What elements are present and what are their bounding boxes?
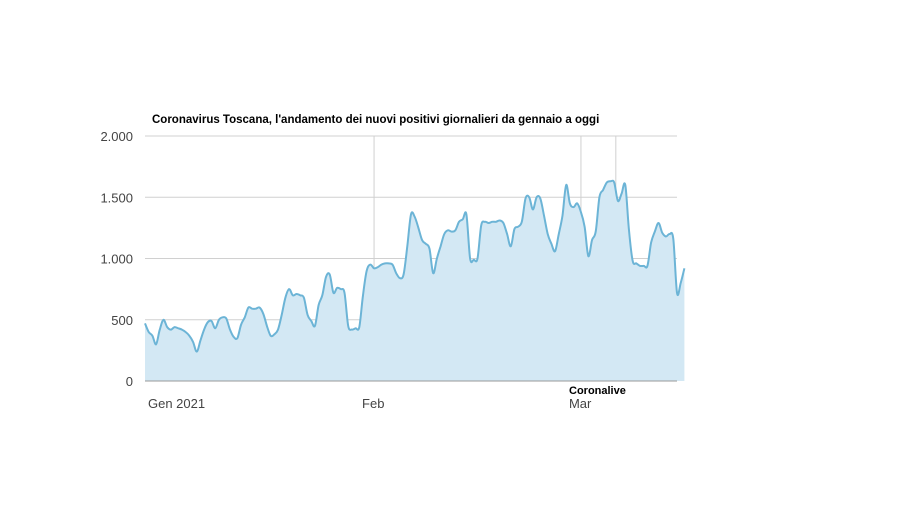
series-line bbox=[144, 179, 686, 353]
chart-title: Coronavirus Toscana, l'andamento dei nuo… bbox=[152, 114, 600, 126]
x-tick-label: Gen 2021 bbox=[148, 396, 205, 411]
y-tick-label: 1.000 bbox=[100, 252, 133, 267]
x-tick-label: Mar bbox=[569, 396, 592, 411]
y-tick-label: 2.000 bbox=[100, 129, 133, 144]
x-axis-ticks: Gen 2021 Feb Mar bbox=[148, 396, 592, 411]
y-axis-ticks: 0 500 1.000 1.500 2.000 bbox=[100, 129, 133, 389]
y-tick-label: 1.500 bbox=[100, 190, 133, 205]
x-tick-label: Feb bbox=[362, 396, 384, 411]
y-tick-label: 500 bbox=[111, 313, 133, 328]
y-tick-label: 0 bbox=[126, 374, 133, 389]
series-area-fill bbox=[145, 180, 685, 381]
source-watermark: Coronalive bbox=[569, 385, 626, 397]
